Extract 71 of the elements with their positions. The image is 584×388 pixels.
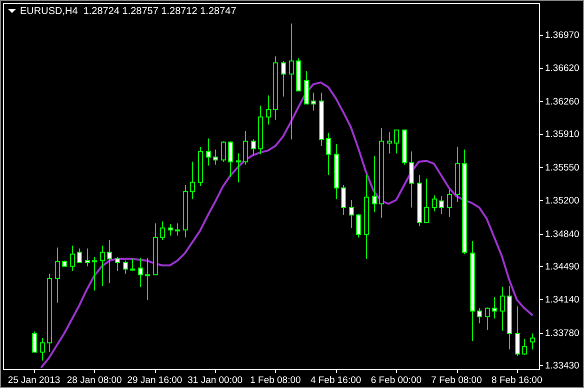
candlestick (432, 194, 437, 212)
candlestick (266, 95, 271, 125)
candlestick (160, 220, 165, 241)
candlestick (424, 178, 429, 223)
y-tick-label: 1.34140 (545, 294, 580, 306)
candlestick (206, 138, 211, 166)
chart-title: EURUSD,H4 1.28724 1.28757 1.28712 1.28747 (20, 6, 237, 17)
candlestick (485, 306, 490, 330)
candlestick (356, 214, 361, 238)
x-tick-label: 7 Feb 08:00 (431, 375, 482, 386)
candlestick (77, 248, 82, 264)
candlestick (447, 189, 452, 218)
candlestick (70, 245, 75, 272)
candlestick (40, 338, 45, 362)
candlestick (107, 240, 112, 284)
candlestick (372, 156, 377, 213)
candlestick (492, 296, 497, 320)
y-tick-label: 1.35910 (545, 129, 580, 140)
candlestick (530, 332, 535, 350)
x-tick-label: 6 Feb 00:00 (370, 375, 422, 386)
candlestick (500, 286, 505, 332)
y-tick-label: 1.33430 (545, 360, 580, 372)
candlestick (236, 152, 241, 183)
candlestick (349, 200, 354, 229)
line-series (40, 81, 533, 368)
candlestick (387, 131, 392, 154)
y-tick-label: 1.36970 (545, 30, 580, 42)
candlestick (251, 138, 256, 156)
y-tick-label: 1.35550 (545, 162, 580, 174)
candlestick (394, 130, 399, 154)
candlestick (32, 331, 37, 353)
candlestick (515, 306, 520, 356)
y-tick-label: 1.34490 (545, 262, 580, 273)
x-tick-label: 29 Jan 16:00 (127, 375, 182, 386)
candlestick (115, 256, 120, 272)
candlestick (281, 60, 286, 97)
x-tick-label: 8 Feb 16:00 (492, 375, 542, 386)
candlestick (439, 196, 444, 215)
candlestick (311, 92, 316, 111)
y-tick-label: 1.36620 (545, 62, 580, 74)
candlestick (213, 149, 218, 166)
y-tick-label: 1.36260 (545, 96, 580, 108)
candlestick (243, 130, 248, 166)
candlestick (168, 224, 173, 236)
x-tick-label: 1 Feb 08:00 (250, 375, 301, 386)
candlestick (228, 140, 233, 178)
y-tick-label: 1.34840 (545, 228, 580, 240)
y-tick-label: 1.33780 (545, 328, 580, 339)
candlestick (175, 222, 180, 236)
x-tick-label: 28 Jan 08:00 (66, 375, 122, 386)
candlestick (85, 248, 90, 267)
candlestick (326, 132, 331, 176)
candlestick (100, 245, 105, 286)
candlestick (409, 151, 414, 208)
candlestick (304, 70, 309, 104)
candlestick (145, 257, 150, 300)
x-tick-label: 4 Feb 16:00 (310, 375, 362, 386)
candlestick (55, 247, 60, 304)
candlestick (130, 258, 135, 272)
y-tick-label: 1.35200 (545, 195, 580, 206)
candlestick (522, 338, 527, 356)
candlestick (477, 308, 482, 324)
candlestick (190, 161, 195, 200)
candlestick (138, 257, 143, 288)
candlestick (92, 256, 97, 292)
x-tick-label: 25 Jan 2013 (8, 375, 60, 386)
candlestick (289, 23, 294, 140)
candlestick (221, 140, 226, 162)
x-tick-label: 31 Jan 00:00 (188, 375, 243, 386)
candlestick (123, 260, 128, 274)
candlestick (341, 184, 346, 216)
